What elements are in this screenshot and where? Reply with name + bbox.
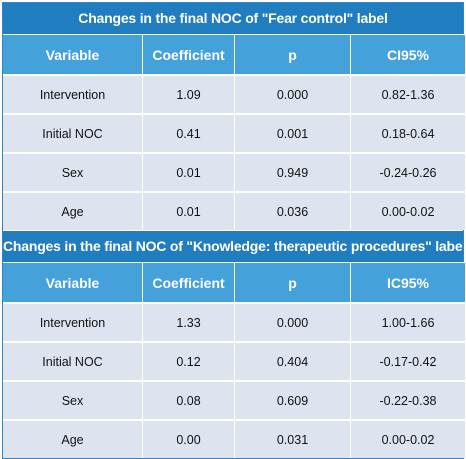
column-header-p: p [235, 262, 351, 302]
cell-coefficient: 1.09 [143, 74, 235, 113]
cell-variable: Intervention [3, 302, 143, 341]
cell-p: 0.609 [235, 380, 351, 419]
regression-table: Variable Coefficient p IC95% Interventio… [3, 262, 465, 458]
table-row: Age 0.00 0.031 0.00-0.02 [3, 419, 465, 458]
cell-p: 0.949 [235, 152, 351, 191]
table-row: Intervention 1.09 0.000 0.82-1.36 [3, 74, 465, 113]
table-row: Sex 0.01 0.949 -0.24-0.26 [3, 152, 465, 191]
table-row: Age 0.01 0.036 0.00-0.02 [3, 191, 465, 230]
cell-coefficient: 0.00 [143, 419, 235, 458]
cell-ci: -0.24-0.26 [351, 152, 465, 191]
cell-variable: Intervention [3, 74, 143, 113]
cell-coefficient: 0.41 [143, 113, 235, 152]
column-header-ci: CI95% [351, 34, 465, 74]
fear-control-section: Changes in the final NOC of "Fear contro… [3, 3, 465, 230]
cell-p: 0.000 [235, 74, 351, 113]
knowledge-procedures-section: Changes in the final NOC of "Knowledge: … [3, 230, 465, 458]
section-title: Changes in the final NOC of "Knowledge: … [3, 231, 463, 262]
cell-ci: 0.00-0.02 [351, 419, 465, 458]
cell-ci: 0.18-0.64 [351, 113, 465, 152]
cell-variable: Age [3, 419, 143, 458]
column-header-ci: IC95% [351, 262, 465, 302]
cell-ci: 0.82-1.36 [351, 74, 465, 113]
table-row: Initial NOC 0.12 0.404 -0.17-0.42 [3, 341, 465, 380]
cell-variable: Sex [3, 380, 143, 419]
column-header-coefficient: Coefficient [143, 34, 235, 74]
cell-p: 0.031 [235, 419, 351, 458]
cell-variable: Initial NOC [3, 113, 143, 152]
cell-p: 0.036 [235, 191, 351, 230]
column-header-coefficient: Coefficient [143, 262, 235, 302]
cell-ci: -0.22-0.38 [351, 380, 465, 419]
header-row: Variable Coefficient p IC95% [3, 262, 465, 302]
cell-ci: 0.00-0.02 [351, 191, 465, 230]
cell-coefficient: 1.33 [143, 302, 235, 341]
table-row: Intervention 1.33 0.000 1.00-1.66 [3, 302, 465, 341]
cell-coefficient: 0.08 [143, 380, 235, 419]
cell-ci: 1.00-1.66 [351, 302, 465, 341]
cell-variable: Age [3, 191, 143, 230]
cell-p: 0.000 [235, 302, 351, 341]
section-title: Changes in the final NOC of "Fear contro… [3, 3, 463, 34]
regression-table: Variable Coefficient p CI95% Interventio… [3, 34, 465, 230]
table-row: Initial NOC 0.41 0.001 0.18-0.64 [3, 113, 465, 152]
cell-ci: -0.17-0.42 [351, 341, 465, 380]
cell-p: 0.404 [235, 341, 351, 380]
table-row: Sex 0.08 0.609 -0.22-0.38 [3, 380, 465, 419]
column-header-p: p [235, 34, 351, 74]
cell-coefficient: 0.01 [143, 152, 235, 191]
column-header-variable: Variable [3, 262, 143, 302]
cell-coefficient: 0.01 [143, 191, 235, 230]
cell-p: 0.001 [235, 113, 351, 152]
header-row: Variable Coefficient p CI95% [3, 34, 465, 74]
cell-variable: Sex [3, 152, 143, 191]
column-header-variable: Variable [3, 34, 143, 74]
cell-variable: Initial NOC [3, 341, 143, 380]
cell-coefficient: 0.12 [143, 341, 235, 380]
